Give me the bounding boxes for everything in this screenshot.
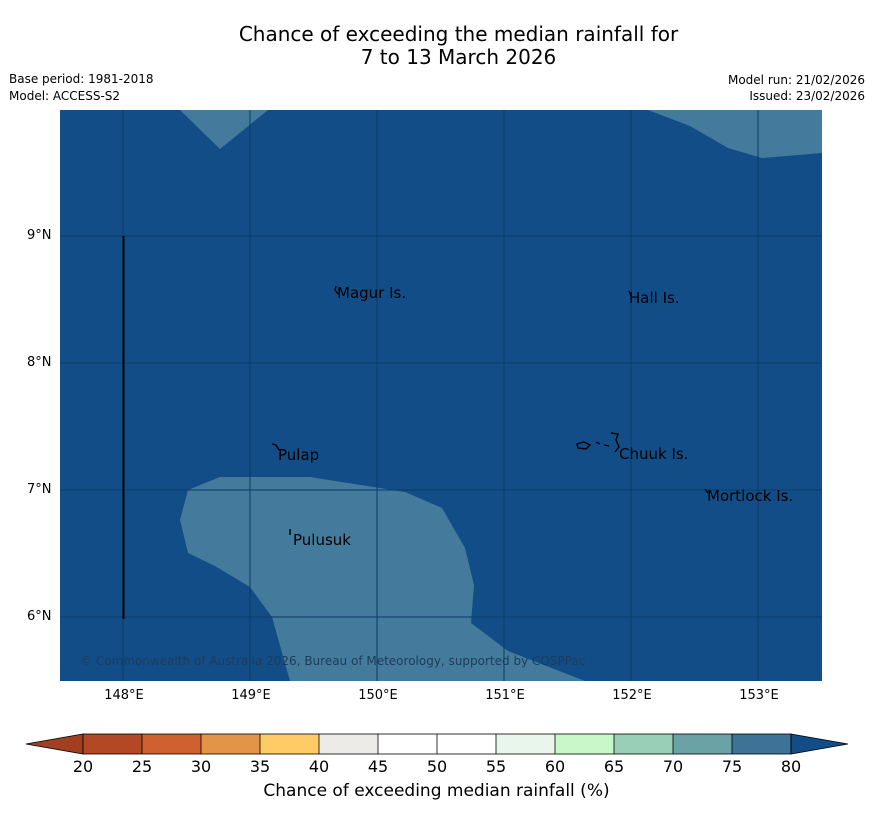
- colorbar-tick-20: 20: [72, 757, 94, 776]
- gridlines: [60, 110, 822, 681]
- place-label-pulusuk: Pulusuk: [293, 531, 351, 549]
- base-period-text: Base period: 1981-2018: [9, 72, 154, 86]
- colorbar-tick-75: 75: [721, 757, 743, 776]
- colorbar-extend-low: [25, 733, 84, 755]
- colorbar-bin: [319, 734, 378, 754]
- colorbar-tick-30: 30: [190, 757, 212, 776]
- place-label-hall: Hall Is.: [629, 289, 680, 307]
- lon-label-153e: 153°E: [739, 688, 779, 703]
- colorbar-bin: [83, 734, 142, 754]
- model-text: Model: ACCESS-S2: [9, 89, 121, 103]
- colorbar-bin: [378, 734, 437, 754]
- place-label-chuuk: Chuuk Is.: [619, 445, 689, 463]
- lat-label-6n: 6°N: [27, 609, 52, 624]
- place-label-mortlock: Mortlock Is.: [707, 487, 794, 505]
- colorbar-bin: [732, 734, 791, 754]
- lighter-region-top-left: [180, 110, 268, 149]
- colorbar-tick-40: 40: [308, 757, 330, 776]
- lon-label-151e: 151°E: [485, 688, 525, 703]
- lat-label-8n: 8°N: [27, 355, 52, 370]
- colorbar-bin: [437, 734, 496, 754]
- lon-label-149e: 149°E: [231, 688, 271, 703]
- lon-label-152e: 152°E: [612, 688, 652, 703]
- lon-label-150e: 150°E: [358, 688, 398, 703]
- colorbar-tick-50: 50: [426, 757, 448, 776]
- colorbar-bin: [614, 734, 673, 754]
- chart-title-line2: 7 to 13 March 2026: [360, 45, 557, 69]
- colorbar-tick-55: 55: [485, 757, 507, 776]
- copyright-text: © Commonwealth of Australia 2026, Bureau…: [80, 654, 586, 668]
- colorbar-bin: [673, 734, 732, 754]
- colorbar-tick-70: 70: [662, 757, 684, 776]
- lon-label-148e: 148°E: [104, 688, 144, 703]
- colorbar-bin: [260, 734, 319, 754]
- colorbar-tick-45: 45: [367, 757, 389, 776]
- colorbar-label: Chance of exceeding median rainfall (%): [263, 781, 610, 801]
- colorbar-tick-60: 60: [544, 757, 566, 776]
- place-label-pulap: Pulap: [278, 446, 320, 464]
- colorbar-tick-65: 65: [603, 757, 625, 776]
- colorbar-tick-80: 80: [780, 757, 802, 776]
- place-label-magur: Magur Is.: [337, 284, 407, 302]
- model-run-text: Model run: 21/02/2026: [727, 73, 865, 87]
- lat-label-9n: 9°N: [27, 228, 52, 243]
- colorbar-tick-25: 25: [131, 757, 153, 776]
- colorbar-dividers: [141, 734, 733, 754]
- rainfall-map: [60, 110, 822, 681]
- lighter-region-top-right: [648, 110, 822, 158]
- lighter-region-south: [180, 477, 585, 681]
- lat-label-7n: 7°N: [27, 482, 52, 497]
- colorbar-bin: [201, 734, 260, 754]
- island-marks: [271, 285, 709, 535]
- chart-title-line1: Chance of exceeding the median rainfall …: [238, 22, 679, 46]
- colorbar-extend-high: [790, 733, 849, 755]
- colorbar-bin: [496, 734, 555, 754]
- colorbar-bin: [142, 734, 201, 754]
- issued-text: Issued: 23/02/2026: [749, 89, 865, 103]
- colorbar-tick-35: 35: [249, 757, 271, 776]
- colorbar-bin: [555, 734, 614, 754]
